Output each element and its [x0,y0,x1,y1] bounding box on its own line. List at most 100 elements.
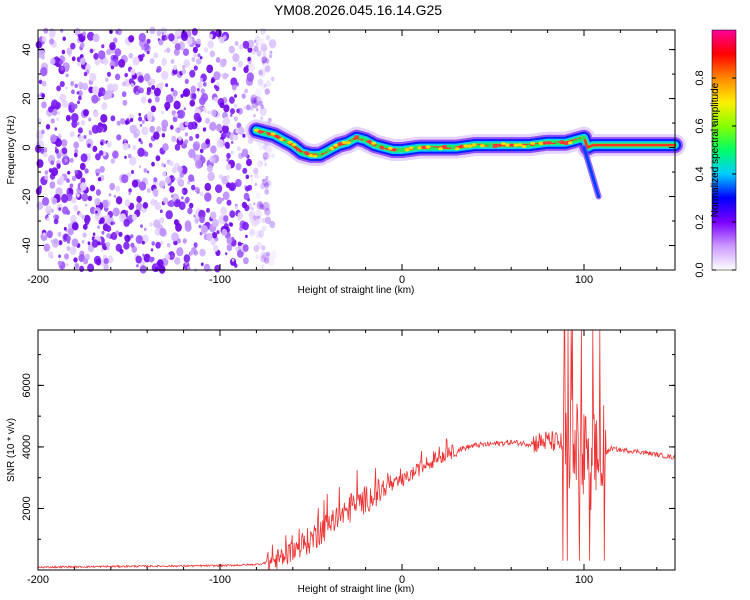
spectrogram-noise-blob [264,145,272,155]
spectrogram-noise-blob [241,93,246,99]
spectrogram-noise-blob [109,42,116,51]
spectrogram-ridge-blob [287,140,293,144]
spectrogram-noise-blob [149,125,155,133]
spectrogram-noise-blob [73,152,78,158]
spectrogram-noise-blob [265,58,270,64]
spectrogram-noise-blob [71,120,78,128]
spectrogram-noise-blob [186,265,191,271]
spectrogram-noise-blob [177,165,183,173]
spectrogram-noise-blob [141,240,145,245]
spectrogram-noise-blob [189,69,196,78]
spectrogram-noise-blob [50,118,55,124]
spectrogram-noise-blob [255,234,260,240]
spectrogram-ridge-blob [530,141,536,145]
spectrogram-ridge [245,119,686,200]
spectrogram-noise-blob [255,192,261,199]
spectrogram-noise-blob [138,112,141,117]
spectrogram-noise-blob [237,146,241,152]
spectrogram-noise-blob [208,33,213,39]
spectrogram-noise-blob [119,248,124,255]
spectrogram-ridge-blob [488,143,494,147]
spectrogram-ridge-blob [346,141,351,145]
spectrogram-noise-blob [143,227,147,231]
spectrogram-noise-blob [79,265,85,272]
spectrogram-noise-blob [243,257,249,265]
spectrogram-noise-blob [60,66,65,71]
spectrogram-noise-blob [92,232,96,236]
spectrogram-noise-blob [80,153,88,163]
spectrogram-noise-blob [161,58,168,66]
spectrogram-noise-blob [230,150,234,155]
spectrogram-noise-blob [70,81,74,86]
spectrogram-noise-blob [67,227,74,236]
spectrogram-noise-blob [171,166,177,174]
spectrogram-noise-blob [193,214,196,218]
spectrogram-noise-blob [101,199,109,209]
spectrogram-noise-blob [167,200,172,207]
spectrogram-noise-blob [87,31,95,41]
spectrogram-noise-blob [235,163,242,171]
colorbar-tick-label: 0.8 [694,70,706,85]
spectrogram-ridge-blob [417,146,423,150]
spectrogram-noise-blob [232,66,236,71]
spectrogram-noise-blob [254,96,259,102]
spectrogram-ridge-blob [467,144,473,148]
snr-ylabel: SNR (10 * v/v) [6,418,17,482]
spectrogram-noise-blob [260,255,267,263]
spectrogram-noise-blob [150,248,154,252]
spectrogram-noise-blob [165,176,171,184]
spectrogram-noise-blob [133,132,139,139]
spectrogram-noise-blob [110,65,114,70]
spectrogram-noise-blob [41,36,47,43]
spectrogram-noise-blob [127,153,132,159]
y-tick-label: 20 [21,92,33,104]
spectrogram-noise-blob [266,179,272,186]
spectrogram-noise-blob [143,43,150,51]
spectrogram-noise-blob [197,53,201,58]
spectrogram-noise-blob [232,53,240,63]
spectrogram-noise-blob [254,230,261,238]
spectrogram-ridge-blob [546,141,552,145]
spectrogram-noise-blob [114,73,121,81]
spectrogram-branch-line [582,146,601,198]
spectrogram-ridge-blob [429,146,435,151]
spectrogram-noise-blob [146,188,151,194]
spectrogram-noise-blob [61,100,69,108]
spectrogram-noise-blob [141,126,149,136]
spectrogram-noise-blob [143,151,149,157]
spectrogram-noise-blob [199,77,203,82]
spectrogram-noise-blob [91,239,99,248]
spectrogram-noise-blob [125,210,129,214]
spectrogram-noise-blob [62,36,66,41]
spectrogram-noise-blob [204,192,212,202]
spectrogram-noise-blob [66,189,70,193]
spectrogram-noise-blob [228,45,235,54]
spectrogram-noise-blob [61,139,68,147]
spectrogram-noise-blob [87,263,95,273]
y-tick-label: 2000 [21,496,33,520]
spectrogram-noise-blob [265,80,272,88]
snr-y-axis: 2000 4000 6000 [21,354,675,571]
spectrogram-noise-blob [169,160,174,167]
spectrogram-noise-blob [174,128,178,132]
spectrogram-noise-blob [74,263,80,270]
spectrogram-noise-blob [254,88,262,98]
spectrogram-noise-blob [151,161,155,167]
spectrogram-noise-blob [255,108,259,112]
spectrogram-noise-blob [71,113,79,123]
spectrogram-noise-blob [250,178,254,182]
spectrogram-noise-blob [159,209,163,213]
spectrogram-noise-blob [244,88,249,94]
spectrogram-noise-blob [207,171,215,182]
spectrogram-noise-blob [258,69,263,76]
spectrogram-noise-blob [173,48,180,56]
spectrogram-noise-blob [71,89,75,95]
spectrogram-noise-blob [46,217,50,222]
colorbar: 0.0 0.2 0.4 0.6 0.8 Normalized spectral ampl… [694,29,737,278]
spectrogram-noise-blob [207,40,214,49]
spectrogram-ridge-blob [274,134,280,139]
spectrogram-noise-blob [69,183,74,188]
spectrogram-noise-blob [170,59,175,64]
spectrogram-noise-blob [247,63,255,72]
spectrogram-noise-blob [258,202,263,208]
